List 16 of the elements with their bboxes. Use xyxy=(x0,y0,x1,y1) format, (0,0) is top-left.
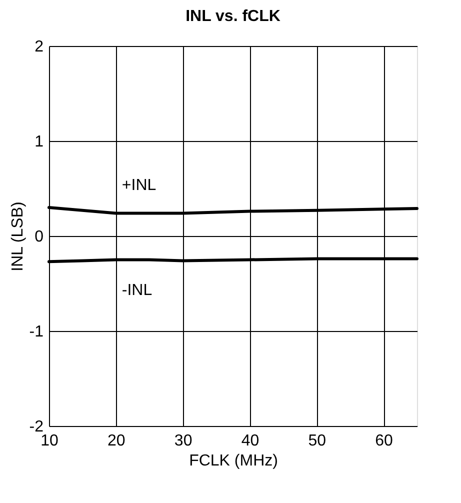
y-tick-label: -2 xyxy=(29,418,44,436)
x-tick-label: 60 xyxy=(375,432,394,450)
y-axis-title: INL (LSB) xyxy=(9,202,26,272)
series-label: -INL xyxy=(122,282,152,299)
y-tick-label: 0 xyxy=(34,228,44,246)
x-axis-title: FCLK (MHz) xyxy=(189,452,278,470)
y-tick-label: 2 xyxy=(34,38,44,56)
series-label: +INL xyxy=(122,177,156,194)
chart-title: INL vs. fCLK xyxy=(186,8,281,25)
x-tick-label: 50 xyxy=(308,432,326,450)
x-tick-label: 40 xyxy=(241,432,260,450)
x-tick-label: 20 xyxy=(108,432,126,450)
x-tick-label: 30 xyxy=(174,432,192,450)
y-tick-label: -1 xyxy=(29,324,44,340)
y-tick-label: 1 xyxy=(34,134,44,150)
x-tick-label: 10 xyxy=(40,432,58,450)
